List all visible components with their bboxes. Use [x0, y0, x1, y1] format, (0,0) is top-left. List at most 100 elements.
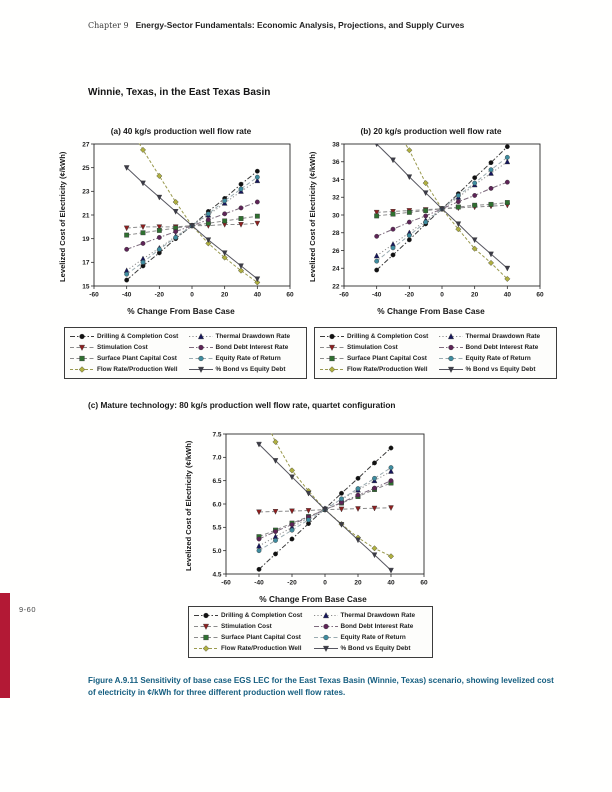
svg-text:19: 19 — [82, 236, 90, 243]
legend-marker-icon — [194, 612, 218, 619]
svg-text:25: 25 — [82, 165, 90, 172]
legend-item-label: Thermal Drawdown Rate — [465, 333, 541, 340]
spine-accent-bar — [0, 593, 10, 698]
svg-text:60: 60 — [286, 292, 294, 299]
legend-item-label: Drilling & Completion Cost — [347, 333, 429, 340]
svg-text:30: 30 — [332, 212, 340, 219]
svg-text:22: 22 — [332, 283, 340, 290]
svg-text:15: 15 — [82, 283, 90, 290]
svg-text:36: 36 — [332, 159, 340, 166]
legend-item-label: Surface Plant Capital Cost — [221, 634, 301, 641]
legend-item: Stimulation Cost — [70, 343, 183, 352]
chart-b-xlabel: % Change From Base Case — [377, 306, 485, 316]
legend-item: Thermal Drawdown Rate — [313, 611, 428, 620]
legend-item: Flow Rate/Production Well — [70, 365, 183, 374]
legend-marker-icon — [320, 355, 344, 362]
legend-b: Drilling & Completion Cost Thermal Drawdo… — [314, 327, 557, 379]
legend-marker-icon — [70, 366, 94, 373]
svg-text:7.5: 7.5 — [212, 431, 221, 438]
page-header: Chapter 9 Energy-Sector Fundamentals: Eco… — [88, 15, 464, 33]
svg-text:38: 38 — [332, 141, 340, 148]
legend-marker-icon — [313, 623, 338, 630]
chart-c: Levelized Cost of Electricity (¢/kWh) -6… — [180, 420, 436, 610]
legend-marker-icon — [188, 344, 213, 351]
legend-c: Drilling & Completion Cost Thermal Drawdo… — [188, 606, 433, 658]
legend-item-label: Equity Rate of Return — [340, 634, 406, 641]
chart-a: (a) 40 kg/s production well flow rate Le… — [52, 126, 300, 326]
svg-text:-40: -40 — [372, 292, 382, 299]
svg-text:-60: -60 — [89, 292, 99, 299]
svg-text:-60: -60 — [339, 292, 349, 299]
legend-marker-icon — [438, 355, 463, 362]
legend-item-label: Drilling & Completion Cost — [221, 612, 303, 619]
svg-text:0: 0 — [323, 580, 327, 587]
legend-item: Flow Rate/Production Well — [320, 365, 433, 374]
svg-text:60: 60 — [536, 292, 544, 299]
legend-item: Bond Debt Interest Rate — [188, 343, 302, 352]
chart-c-plot: -60 -40 -20 0 20 40 60 4.5 5.0 5.5 6.0 6.5 7.0 7.5 — [212, 431, 428, 587]
legend-item: Flow Rate/Production Well — [194, 644, 308, 653]
legend-item: Equity Rate of Return — [438, 354, 552, 363]
legend-item: Thermal Drawdown Rate — [188, 332, 302, 341]
legend-marker-icon — [313, 634, 338, 641]
legend-item: Bond Debt Interest Rate — [438, 343, 552, 352]
svg-text:26: 26 — [332, 248, 340, 255]
chart-c-title: (c) Mature technology: 80 kg/s productio… — [88, 400, 396, 410]
chart-a-xlabel: % Change From Base Case — [127, 306, 235, 316]
legend-item: Surface Plant Capital Cost — [70, 354, 183, 363]
legend-item-label: Drilling & Completion Cost — [97, 333, 179, 340]
svg-text:-20: -20 — [155, 292, 165, 299]
svg-text:4.5: 4.5 — [212, 571, 221, 578]
legend-item-label: Stimulation Cost — [347, 344, 398, 351]
svg-text:34: 34 — [332, 177, 340, 184]
legend-item: Drilling & Completion Cost — [70, 332, 183, 341]
svg-text:20: 20 — [471, 292, 479, 299]
svg-text:40: 40 — [254, 292, 262, 299]
legend-marker-icon — [70, 355, 94, 362]
legend-marker-icon — [313, 612, 338, 619]
legend-item: Bond Debt Interest Rate — [313, 622, 428, 631]
svg-text:-60: -60 — [221, 580, 231, 587]
svg-text:23: 23 — [82, 189, 90, 196]
figure-caption: Figure A.9.11 Sensitivity of base case E… — [88, 676, 554, 697]
legend-item: Surface Plant Capital Cost — [320, 354, 433, 363]
legend-item-label: % Bond vs Equity Debt — [215, 366, 286, 373]
svg-text:20: 20 — [354, 580, 362, 587]
legend-item-label: Bond Debt Interest Rate — [340, 623, 414, 630]
chart-b: (b) 20 kg/s production well flow rate Le… — [302, 126, 550, 326]
legend-marker-icon — [70, 344, 94, 351]
svg-text:6.0: 6.0 — [212, 501, 221, 508]
legend-a: Drilling & Completion Cost Thermal Drawdo… — [64, 327, 307, 379]
legend-marker-icon — [313, 645, 338, 652]
svg-text:0: 0 — [190, 292, 194, 299]
legend-item-label: Surface Plant Capital Cost — [347, 355, 427, 362]
svg-text:-20: -20 — [287, 580, 297, 587]
legend-item: Equity Rate of Return — [313, 633, 428, 642]
legend-item-label: % Bond vs Equity Debt — [465, 366, 536, 373]
svg-text:60: 60 — [420, 580, 428, 587]
svg-text:0: 0 — [440, 292, 444, 299]
svg-text:40: 40 — [504, 292, 512, 299]
svg-text:5.0: 5.0 — [212, 548, 221, 555]
legend-item-label: Thermal Drawdown Rate — [215, 333, 291, 340]
legend-item: Stimulation Cost — [194, 622, 308, 631]
legend-item-label: Bond Debt Interest Rate — [465, 344, 539, 351]
legend-item: Drilling & Completion Cost — [194, 611, 308, 620]
svg-text:7.0: 7.0 — [212, 455, 221, 462]
legend-marker-icon — [188, 366, 213, 373]
legend-marker-icon — [438, 333, 463, 340]
svg-text:6.5: 6.5 — [212, 478, 221, 485]
legend-item: Stimulation Cost — [320, 343, 433, 352]
legend-marker-icon — [194, 623, 218, 630]
legend-marker-icon — [194, 634, 218, 641]
svg-text:-40: -40 — [122, 292, 132, 299]
legend-item-label: Thermal Drawdown Rate — [340, 612, 416, 619]
svg-text:-20: -20 — [405, 292, 415, 299]
legend-marker-icon — [320, 344, 344, 351]
legend-item-label: Stimulation Cost — [97, 344, 148, 351]
legend-marker-icon — [320, 366, 344, 373]
legend-marker-icon — [438, 366, 463, 373]
legend-marker-icon — [188, 333, 213, 340]
svg-text:20: 20 — [221, 292, 229, 299]
